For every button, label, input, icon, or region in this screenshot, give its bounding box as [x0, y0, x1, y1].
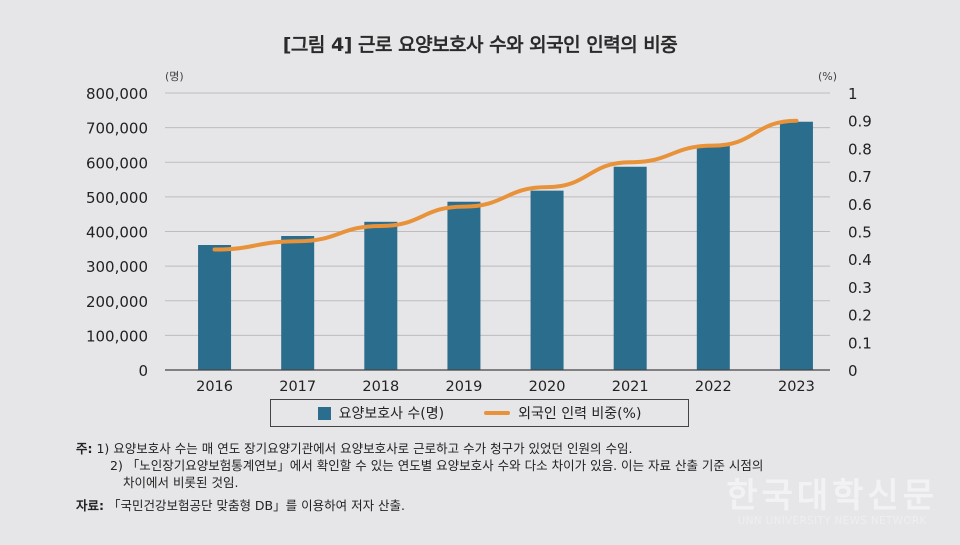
y-right-unit-label: (%): [818, 70, 837, 83]
legend-line-swatch: [484, 411, 511, 415]
legend-item-bar: 요양보호사 수(명): [317, 403, 445, 423]
line-path: [212, 118, 799, 252]
y-left-tick-label: 800,000: [86, 85, 148, 103]
x-tick-label: 2017: [279, 379, 316, 395]
note-1: 주: 1) 요양보호사 수는 매 연도 장기요양기관에서 요양보호사로 근로하고…: [76, 440, 763, 457]
watermark-logo-text: 한국대학신문: [726, 476, 938, 516]
bar-series: [198, 121, 813, 371]
chart-title: [그림 4] 근로 요양보호사 수와 외국인 인력의 비중: [282, 34, 678, 56]
y-right-tick-label: 0.6: [848, 196, 872, 214]
note-2-text: 2) 「노인장기요양보험통계연보」에서 확인할 수 있는 연도별 요양보호사 수…: [110, 458, 764, 473]
x-tick-label: 2023: [778, 379, 815, 395]
bar: [281, 236, 315, 370]
bar: [364, 221, 398, 370]
legend-line-label: 외국인 인력 비중(%): [518, 406, 642, 422]
x-tick-label: 2020: [529, 379, 566, 395]
y-right-tick-label: 0: [848, 362, 858, 380]
bar: [530, 190, 564, 370]
chart-legend: 요양보호사 수(명) 외국인 인력 비중(%): [270, 399, 689, 427]
legend-item-line: 외국인 인력 비중(%): [484, 403, 641, 423]
y-left-unit-label: (명): [165, 70, 184, 83]
watermark: 한국대학신문 UNN UNIVERSITY NEWS NETWORK: [726, 478, 938, 527]
y-left-tick-label: 600,000: [86, 154, 148, 172]
combo-chart: 0 100,000 200,000 300,000 400,000 500,000 600,…: [86, 70, 872, 395]
bar: [613, 166, 647, 370]
note-1-text: 1) 요양보호사 수는 매 연도 장기요양기관에서 요양보호사로 근로하고 수가…: [96, 441, 633, 456]
y-left-tick-label: 0: [138, 362, 148, 380]
watermark-subtext: UNN UNIVERSITY NEWS NETWORK: [737, 515, 927, 527]
bar: [447, 201, 481, 370]
legend-bar-label: 요양보호사 수(명): [338, 406, 445, 422]
note-label: 주:: [76, 441, 93, 456]
gridlines: [165, 92, 830, 336]
y-right-tick-label: 0.4: [848, 251, 872, 269]
y-right-tick-label: 0.3: [848, 279, 872, 297]
y-left-tick-label: 400,000: [86, 224, 148, 242]
y-right-tick-label: 0.5: [848, 224, 872, 242]
x-tick-label: 2021: [612, 379, 649, 395]
y-left-tick-label: 100,000: [86, 327, 148, 345]
y-right-tick-label: 0.7: [848, 168, 872, 186]
y-right-tick-label: 0.2: [848, 307, 872, 325]
y-right-tick-label: 0.9: [848, 113, 872, 131]
note-2-cont-text: 차이에서 비롯된 것임.: [123, 475, 239, 490]
bar: [696, 144, 730, 370]
y-right-tick-label: 1: [848, 85, 858, 103]
source-note: 자료: 「국민건강보험공단 맞춤형 DB」를 이용하여 저자 산출.: [76, 497, 763, 514]
bar: [779, 121, 813, 371]
source-label: 자료:: [76, 498, 104, 513]
axes: 0 100,000 200,000 300,000 400,000 500,000 600,…: [86, 70, 872, 395]
legend-bar-swatch: [317, 406, 331, 420]
source-text: 「국민건강보험공단 맞춤형 DB」를 이용하여 저자 산출.: [107, 498, 406, 513]
line-series: [212, 118, 799, 252]
note-2-cont: 차이에서 비롯된 것임.: [76, 474, 763, 491]
y-left-tick-label: 500,000: [86, 189, 148, 207]
y-left-tick-label: 300,000: [86, 258, 148, 276]
footnotes: 주: 1) 요양보호사 수는 매 연도 장기요양기관에서 요양보호사로 근로하고…: [76, 440, 763, 514]
x-tick-label: 2018: [362, 379, 399, 395]
y-left-tick-label: 200,000: [86, 293, 148, 311]
y-right-tick-label: 0.1: [848, 334, 872, 352]
y-left-tick-label: 700,000: [86, 120, 148, 138]
y-right-tick-label: 0.8: [848, 140, 872, 158]
x-tick-label: 2022: [695, 379, 732, 395]
bar: [198, 245, 232, 370]
x-tick-label: 2016: [196, 379, 233, 395]
x-tick-label: 2019: [445, 379, 482, 395]
note-2: 2) 「노인장기요양보험통계연보」에서 확인할 수 있는 연도별 요양보호사 수…: [76, 457, 763, 474]
